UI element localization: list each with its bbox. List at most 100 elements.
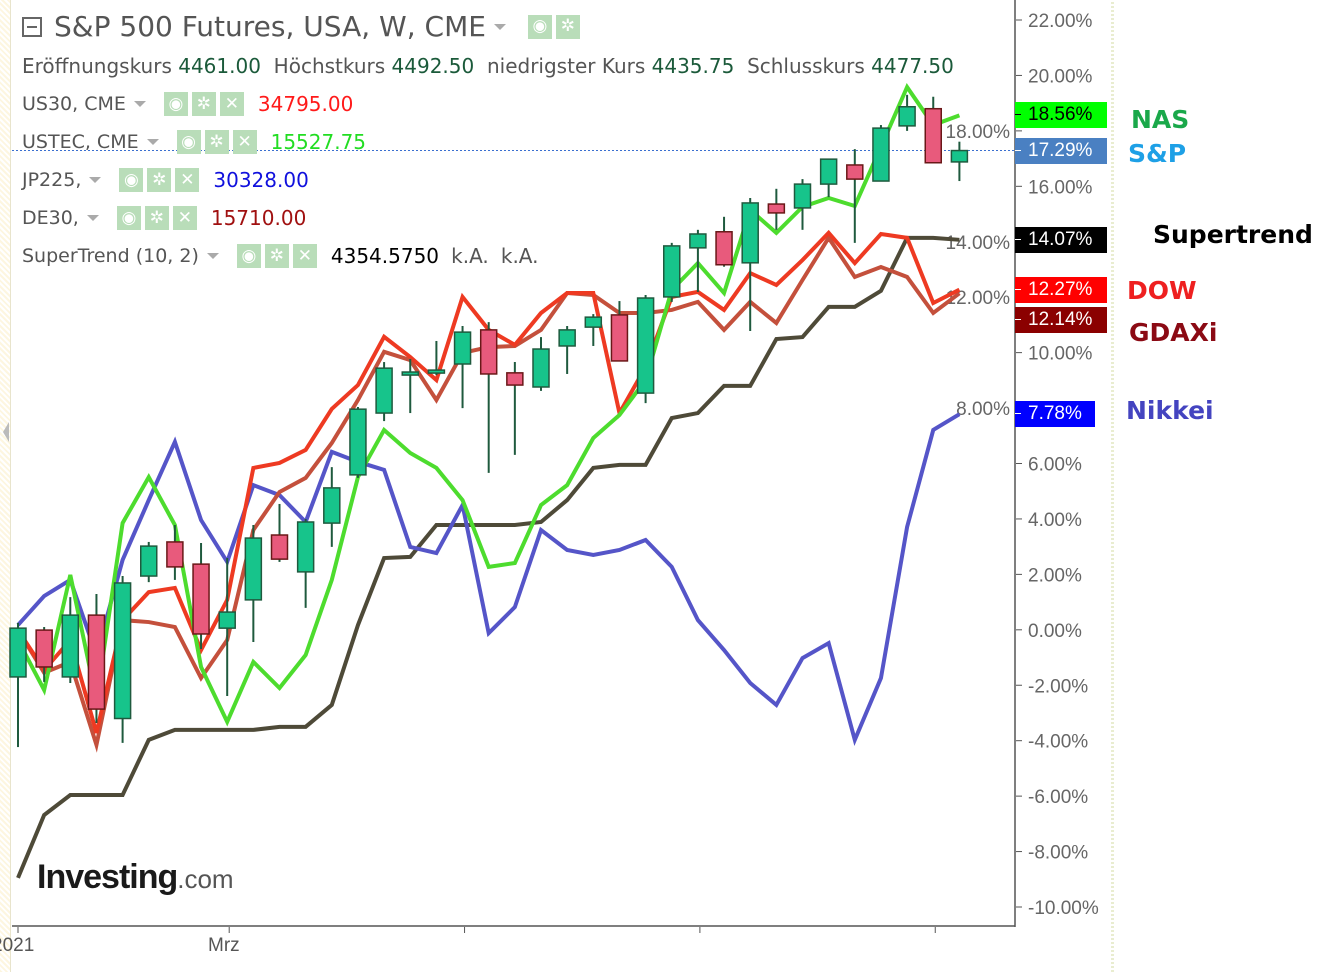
collapse-legend-icon[interactable] [22,16,42,37]
y-tick-label: 16.00% [1028,177,1093,198]
candle [689,233,707,249]
x-tick-label: 2021 [0,935,35,956]
overlay-name[interactable]: USTEC, CME [22,131,139,153]
right-panel-edge [1111,0,1114,972]
candle [270,534,289,560]
gear-icon[interactable]: ✲ [204,130,229,154]
overlay-name[interactable]: JP225, [22,169,82,191]
series-annotation: Nikkei [1126,396,1214,425]
open-label: Eröffnungskurs [22,54,172,78]
chart-title: S&P 500 Futures, USA, W, CME [54,10,486,43]
close-label: Schlusskurs [747,54,865,78]
chevron-down-icon[interactable] [89,177,102,183]
x-tick-label: Mrz [208,935,240,956]
series-line-dow [16,229,961,734]
eye-icon[interactable]: ◉ [176,130,201,154]
chevron-down-icon[interactable] [206,253,219,259]
candle [793,183,812,209]
series-line-gdaxi [16,234,961,753]
chevron-down-icon[interactable] [146,139,159,145]
candle [427,369,446,374]
gear-icon[interactable]: ✲ [264,244,289,268]
gear-icon[interactable]: ✲ [147,168,172,192]
close-icon[interactable]: ✕ [232,130,257,154]
investing-logo: Investing.com [37,858,234,896]
collapse-arrow-icon[interactable] [3,422,9,442]
low-value: 4435.75 [651,54,735,78]
overlay-legend-row: US30, CME ◉ ✲ ✕ 34795.00 [22,92,353,116]
series-annotation: DOW [1127,276,1197,305]
gear-icon[interactable]: ✲ [191,92,216,116]
candle [87,614,106,710]
chevron-down-icon[interactable] [86,215,99,221]
eye-icon[interactable]: ◉ [236,244,261,268]
candle [244,537,263,601]
candle [558,329,576,347]
eye-icon[interactable]: ◉ [163,92,188,116]
candle [819,158,838,185]
overlay-name[interactable]: DE30, [22,207,79,229]
candle [479,329,498,375]
candle [872,127,890,182]
left-panel-edge [0,0,11,972]
eye-icon[interactable]: ◉ [527,14,552,39]
y-tick-label: 6.00% [1028,455,1082,476]
candle [323,487,341,524]
chevron-down-icon[interactable] [133,101,146,107]
last-value-badge: 12.27% [1015,276,1107,303]
overlay-value: 15710.00 [210,206,307,230]
candle [950,149,969,163]
eye-icon[interactable]: ◉ [116,206,141,230]
close-icon[interactable]: ✕ [292,244,317,268]
high-label: Höchstkurs [273,54,386,78]
candle [218,611,236,629]
series-annotation: S&P [1128,139,1187,168]
overlay-value: 15527.75 [270,130,367,154]
overlay-legend-row: JP225, ◉ ✲ ✕ 30328.00 [22,168,309,192]
candle [113,582,132,720]
gear-icon[interactable]: ✲ [144,206,169,230]
series-annotation: GDAXi [1129,318,1218,347]
y-tick-label: 10.00% [1028,344,1093,365]
candle [636,297,655,394]
high-value: 4492.50 [391,54,475,78]
overlay-value: 4354.5750 [330,244,440,268]
candle [401,371,419,376]
y-tick-label: 18.00% [946,122,1011,143]
candle [506,372,524,386]
candle [846,164,864,180]
last-value-badge: 7.78% [1015,401,1095,428]
close-value: 4477.50 [871,54,954,78]
candle [375,367,393,414]
y-tick-label: 8.00% [956,399,1010,420]
candle [192,563,210,635]
overlay-legend-row: USTEC, CME ◉ ✲ ✕ 15527.75 [22,130,366,154]
series-annotation: Supertrend [1153,220,1313,249]
close-icon[interactable]: ✕ [172,206,197,230]
overlay-extra: k.A. [451,244,489,268]
candle [532,348,550,388]
close-icon[interactable]: ✕ [219,92,244,116]
close-icon[interactable]: ✕ [175,168,200,192]
last-value-badge: 14.07% [1015,226,1107,253]
candle [453,331,472,365]
overlay-name[interactable]: SuperTrend (10, 2) [22,245,199,267]
candle [61,614,80,678]
y-tick-label: -10.00% [1028,898,1099,919]
overlay-value: 30328.00 [213,168,309,192]
overlay-name[interactable]: US30, CME [22,93,126,115]
candle [898,106,916,127]
candle [166,541,184,568]
eye-icon[interactable]: ◉ [119,168,144,192]
gear-icon[interactable]: ✲ [555,14,580,39]
overlay-legend-row: DE30, ◉ ✲ ✕ 15710.00 [22,206,306,230]
candle [924,107,942,164]
y-tick-label: -2.00% [1028,676,1088,697]
overlay-extra: k.A. [500,244,539,268]
chevron-down-icon[interactable] [493,23,506,30]
candle [663,245,681,298]
y-tick-label: 14.00% [946,233,1011,254]
candle [584,316,603,328]
y-tick-label: -8.00% [1028,843,1088,864]
